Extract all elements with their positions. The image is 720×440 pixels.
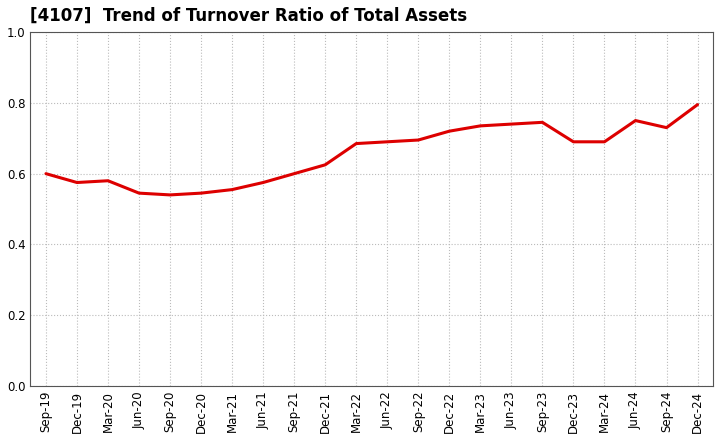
Text: [4107]  Trend of Turnover Ratio of Total Assets: [4107] Trend of Turnover Ratio of Total … bbox=[30, 7, 467, 25]
